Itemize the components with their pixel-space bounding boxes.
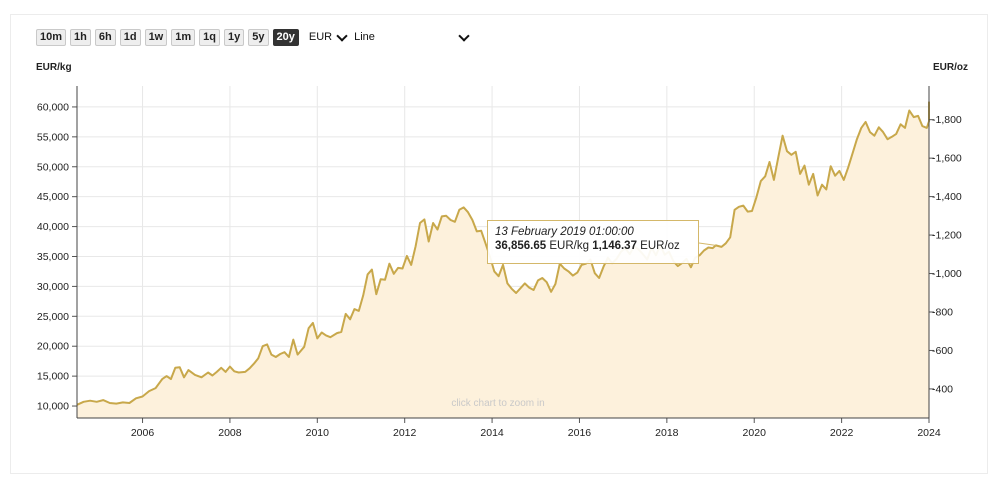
range-button-1d[interactable]: 1d <box>119 28 141 46</box>
y-left-tick-label: 10,000 <box>37 401 69 413</box>
tooltip-values: 36,856.65 EUR/kg 1,146.37 EUR/oz <box>495 240 691 252</box>
y-left-tick-label: 50,000 <box>37 161 69 173</box>
x-tick-label: 2016 <box>568 427 592 439</box>
range-button-1w[interactable]: 1w <box>144 28 168 46</box>
y-left-tick-label: 40,000 <box>37 221 69 233</box>
x-tick-label: 2020 <box>743 427 767 439</box>
chart-frame <box>10 14 988 474</box>
y-right-tick-label: -1,400 <box>932 191 962 203</box>
x-tick-label: 2018 <box>655 427 679 439</box>
left-axis-unit: EUR/kg <box>36 62 72 73</box>
range-toolbar: 10m 1h 6h 1d 1w 1m 1q 1y 5y 20y EUR Line <box>36 28 472 46</box>
y-right-tick-label: -600 <box>932 345 953 357</box>
y-left-tick-label: 55,000 <box>37 131 69 143</box>
range-button-1y[interactable]: 1y <box>224 28 245 46</box>
y-right-tick-label: -1,600 <box>932 153 962 165</box>
currency-select-value: EUR <box>308 31 333 43</box>
x-tick-label: 2010 <box>306 427 330 439</box>
range-button-1m[interactable]: 1m <box>171 28 196 46</box>
x-tick-label: 2012 <box>393 427 417 439</box>
x-tick-label: 2024 <box>917 427 941 439</box>
y-left-tick-label: 15,000 <box>37 371 69 383</box>
x-tick-label: 2022 <box>830 427 854 439</box>
y-right-tick-label: -400 <box>932 383 953 395</box>
tooltip-unit-kg: EUR/kg <box>549 240 589 252</box>
tooltip-unit-oz: EUR/oz <box>640 240 680 252</box>
chart-type-select[interactable]: Line <box>354 29 472 46</box>
y-left-tick-label: 25,000 <box>37 311 69 323</box>
range-button-10m[interactable]: 10m <box>36 28 67 46</box>
tick-labels: 10,000 15,000 20,000 25,000 30,000 35,000 40,0… <box>37 101 962 439</box>
tooltip-value-kg: 36,856.65 <box>495 240 547 252</box>
zoom-hint: click chart to zoom in <box>451 398 544 409</box>
range-button-20y[interactable]: 20y <box>272 28 299 46</box>
y-right-tick-label: -800 <box>932 306 953 318</box>
y-right-tick-label: -1,200 <box>932 230 962 242</box>
price-area-fill <box>77 101 929 418</box>
tooltip-pointer <box>698 242 716 246</box>
range-button-1h[interactable]: 1h <box>70 28 91 46</box>
y-left-tick-label: 45,000 <box>37 191 69 203</box>
y-right-tick-label: -1,800 <box>932 114 962 126</box>
range-button-group: 10m 1h 6h 1d 1w 1m 1q 1y 5y 20y <box>36 28 303 46</box>
chart-type-select-value: Line <box>354 31 375 43</box>
y-left-tick-label: 35,000 <box>37 251 69 263</box>
y-left-tick-label: 20,000 <box>37 341 69 353</box>
y-left-tick-label: 60,000 <box>37 101 69 113</box>
range-button-1q[interactable]: 1q <box>199 28 220 46</box>
x-tick-label: 2006 <box>131 427 155 439</box>
tooltip-value-oz: 1,146.37 <box>592 240 637 252</box>
chart-axes <box>72 86 934 423</box>
range-button-6h[interactable]: 6h <box>94 28 116 46</box>
tooltip-date: 13 February 2019 01:00:00 <box>495 226 634 238</box>
range-button-5y[interactable]: 5y <box>248 28 269 46</box>
right-axis-unit: EUR/oz <box>933 62 968 73</box>
x-tick-label: 2014 <box>480 427 504 439</box>
currency-select[interactable]: EUR <box>309 29 350 46</box>
x-tick-label: 2008 <box>218 427 242 439</box>
y-left-tick-label: 30,000 <box>37 281 69 293</box>
data-tooltip: 13 February 2019 01:00:00 36,856.65 EUR/… <box>487 220 699 264</box>
price-series-line <box>76 101 930 406</box>
y-right-tick-label: -1,000 <box>932 268 962 280</box>
